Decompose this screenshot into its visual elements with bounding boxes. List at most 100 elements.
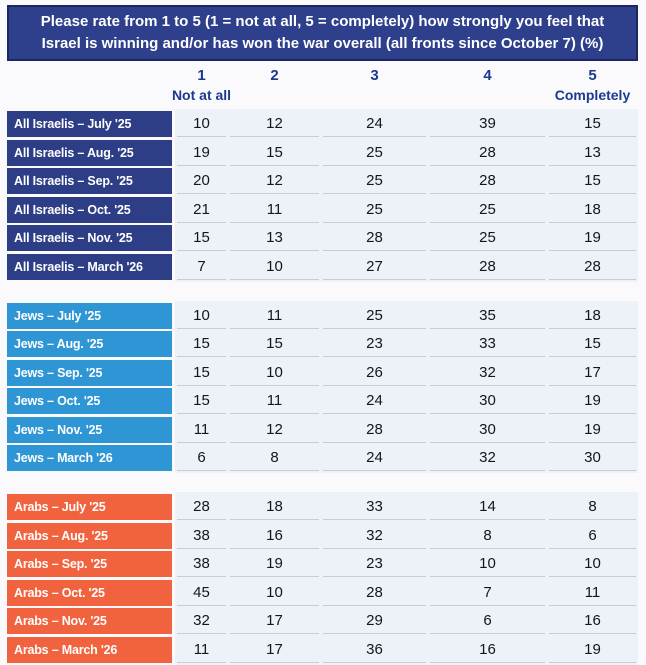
value-cell: 45	[177, 580, 226, 606]
row-values: 6 8 24 32 30	[175, 445, 638, 472]
value-cell: 30	[549, 445, 636, 472]
value-cell: 25	[323, 303, 426, 329]
value-cell: 28	[323, 225, 426, 252]
row-values: 10 11 25 35 18	[175, 303, 638, 329]
row-label: Jews – Oct. '25	[7, 388, 172, 415]
row-values: 19 15 25 28 13	[175, 140, 638, 166]
value-cell: 12	[230, 111, 319, 138]
row-values: 7 10 27 28 28	[175, 254, 638, 280]
scale-header-spacer	[7, 66, 175, 104]
table-row: Jews – March '26 6 8 24 32 30	[7, 445, 638, 472]
value-cell: 15	[230, 331, 319, 358]
scale-col-3: 3	[321, 66, 428, 104]
scale-number-3: 3	[370, 67, 379, 85]
value-cell: 13	[549, 140, 636, 166]
value-cell: 38	[177, 551, 226, 578]
row-values: 20 12 25 28 15	[175, 168, 638, 195]
value-cell: 23	[323, 551, 426, 578]
value-cell: 8	[549, 494, 636, 521]
row-values: 15 15 23 33 15	[175, 331, 638, 358]
value-cell: 28	[549, 254, 636, 280]
value-cell: 12	[230, 417, 319, 443]
value-cell: 30	[430, 417, 545, 443]
value-cell: 10	[549, 551, 636, 578]
value-cell: 16	[549, 608, 636, 635]
row-label: Arabs – March '26	[7, 636, 172, 663]
value-cell: 19	[549, 637, 636, 663]
value-cell: 26	[323, 360, 426, 386]
value-cell: 39	[430, 111, 545, 138]
question-title-line-2: Israel is winning and/or has won the war…	[41, 35, 604, 53]
row-label: All Israelis – Sep. '25	[7, 168, 172, 195]
scale-col-4: 4	[428, 66, 547, 104]
value-cell: 28	[323, 417, 426, 443]
value-cell: 25	[323, 140, 426, 166]
row-values: 15 13 28 25 19	[175, 225, 638, 252]
value-cell: 18	[549, 303, 636, 329]
value-cell: 24	[323, 111, 426, 138]
table-row: All Israelis – Aug. '25 19 15 25 28 13	[7, 139, 638, 166]
value-cell: 8	[430, 523, 545, 549]
value-cell: 18	[549, 197, 636, 223]
row-label: All Israelis – July '25	[7, 111, 172, 138]
row-values: 15 11 24 30 19	[175, 388, 638, 415]
value-cell: 11	[177, 417, 226, 443]
table-row: All Israelis – Nov. '25 15 13 28 25 19	[7, 225, 638, 252]
value-cell: 16	[230, 523, 319, 549]
scale-col-1: 1 Not at all	[171, 66, 232, 104]
row-values: 28 18 33 14 8	[175, 494, 638, 521]
value-cell: 6	[549, 523, 636, 549]
value-cell: 10	[177, 303, 226, 329]
value-cell: 17	[230, 637, 319, 663]
value-cell: 15	[230, 140, 319, 166]
value-cell: 19	[549, 225, 636, 252]
value-cell: 13	[230, 225, 319, 252]
table-row: Arabs – Nov. '25 32 17 29 6 16	[7, 608, 638, 635]
row-values: 10 12 24 39 15	[175, 111, 638, 138]
row-label: All Israelis – Oct. '25	[7, 196, 172, 223]
table-row: Arabs – July '25 28 18 33 14 8	[7, 494, 638, 521]
value-cell: 8	[230, 445, 319, 472]
table-row: All Israelis – July '25 10 12 24 39 15	[7, 111, 638, 138]
scale-number-4: 4	[483, 67, 492, 85]
value-cell: 24	[323, 445, 426, 472]
value-cell: 11	[230, 388, 319, 415]
table-row: All Israelis – Oct. '25 21 11 25 25 18	[7, 196, 638, 223]
row-label: Arabs – Oct. '25	[7, 579, 172, 606]
row-values: 15 10 26 32 17	[175, 360, 638, 386]
value-cell: 30	[430, 388, 545, 415]
table-row: Jews – July '25 10 11 25 35 18	[7, 302, 638, 329]
row-label: Jews – Sep. '25	[7, 359, 172, 386]
row-values: 45 10 28 7 11	[175, 580, 638, 606]
group-all-israelis: All Israelis – July '25 10 12 24 39 15 All Isr…	[7, 109, 638, 282]
value-cell: 12	[230, 168, 319, 195]
value-cell: 19	[177, 140, 226, 166]
row-label: All Israelis – Nov. '25	[7, 225, 172, 252]
table-row: Arabs – Oct. '25 45 10 28 7 11	[7, 579, 638, 606]
scale-col-2: 2	[228, 66, 321, 104]
value-cell: 19	[549, 388, 636, 415]
table-row: Arabs – Sep. '25 38 19 23 10 10	[7, 551, 638, 578]
value-cell: 11	[230, 197, 319, 223]
row-values: 11 17 36 16 19	[175, 637, 638, 663]
value-cell: 15	[549, 111, 636, 138]
value-cell: 25	[430, 225, 545, 252]
scale-number-1: 1	[197, 67, 206, 85]
value-cell: 29	[323, 608, 426, 635]
table-row: Jews – Nov. '25 11 12 28 30 19	[7, 416, 638, 443]
table-row: Arabs – March '26 11 17 36 16 19	[7, 636, 638, 663]
value-cell: 19	[230, 551, 319, 578]
row-label: Jews – Nov. '25	[7, 416, 172, 443]
group-arabs: Arabs – July '25 28 18 33 14 8 Arabs – Aug. '2…	[7, 492, 638, 665]
row-label: Arabs – Sep. '25	[7, 551, 172, 578]
table-row: All Israelis – Sep. '25 20 12 25 28 15	[7, 168, 638, 195]
value-cell: 11	[177, 637, 226, 663]
value-cell: 25	[323, 168, 426, 195]
value-cell: 19	[549, 417, 636, 443]
row-label: Arabs – Aug. '25	[7, 522, 172, 549]
value-cell: 25	[323, 197, 426, 223]
value-cell: 10	[230, 360, 319, 386]
value-cell: 28	[177, 494, 226, 521]
value-cell: 10	[230, 580, 319, 606]
scale-label-not-at-all: Not at all	[171, 87, 232, 104]
